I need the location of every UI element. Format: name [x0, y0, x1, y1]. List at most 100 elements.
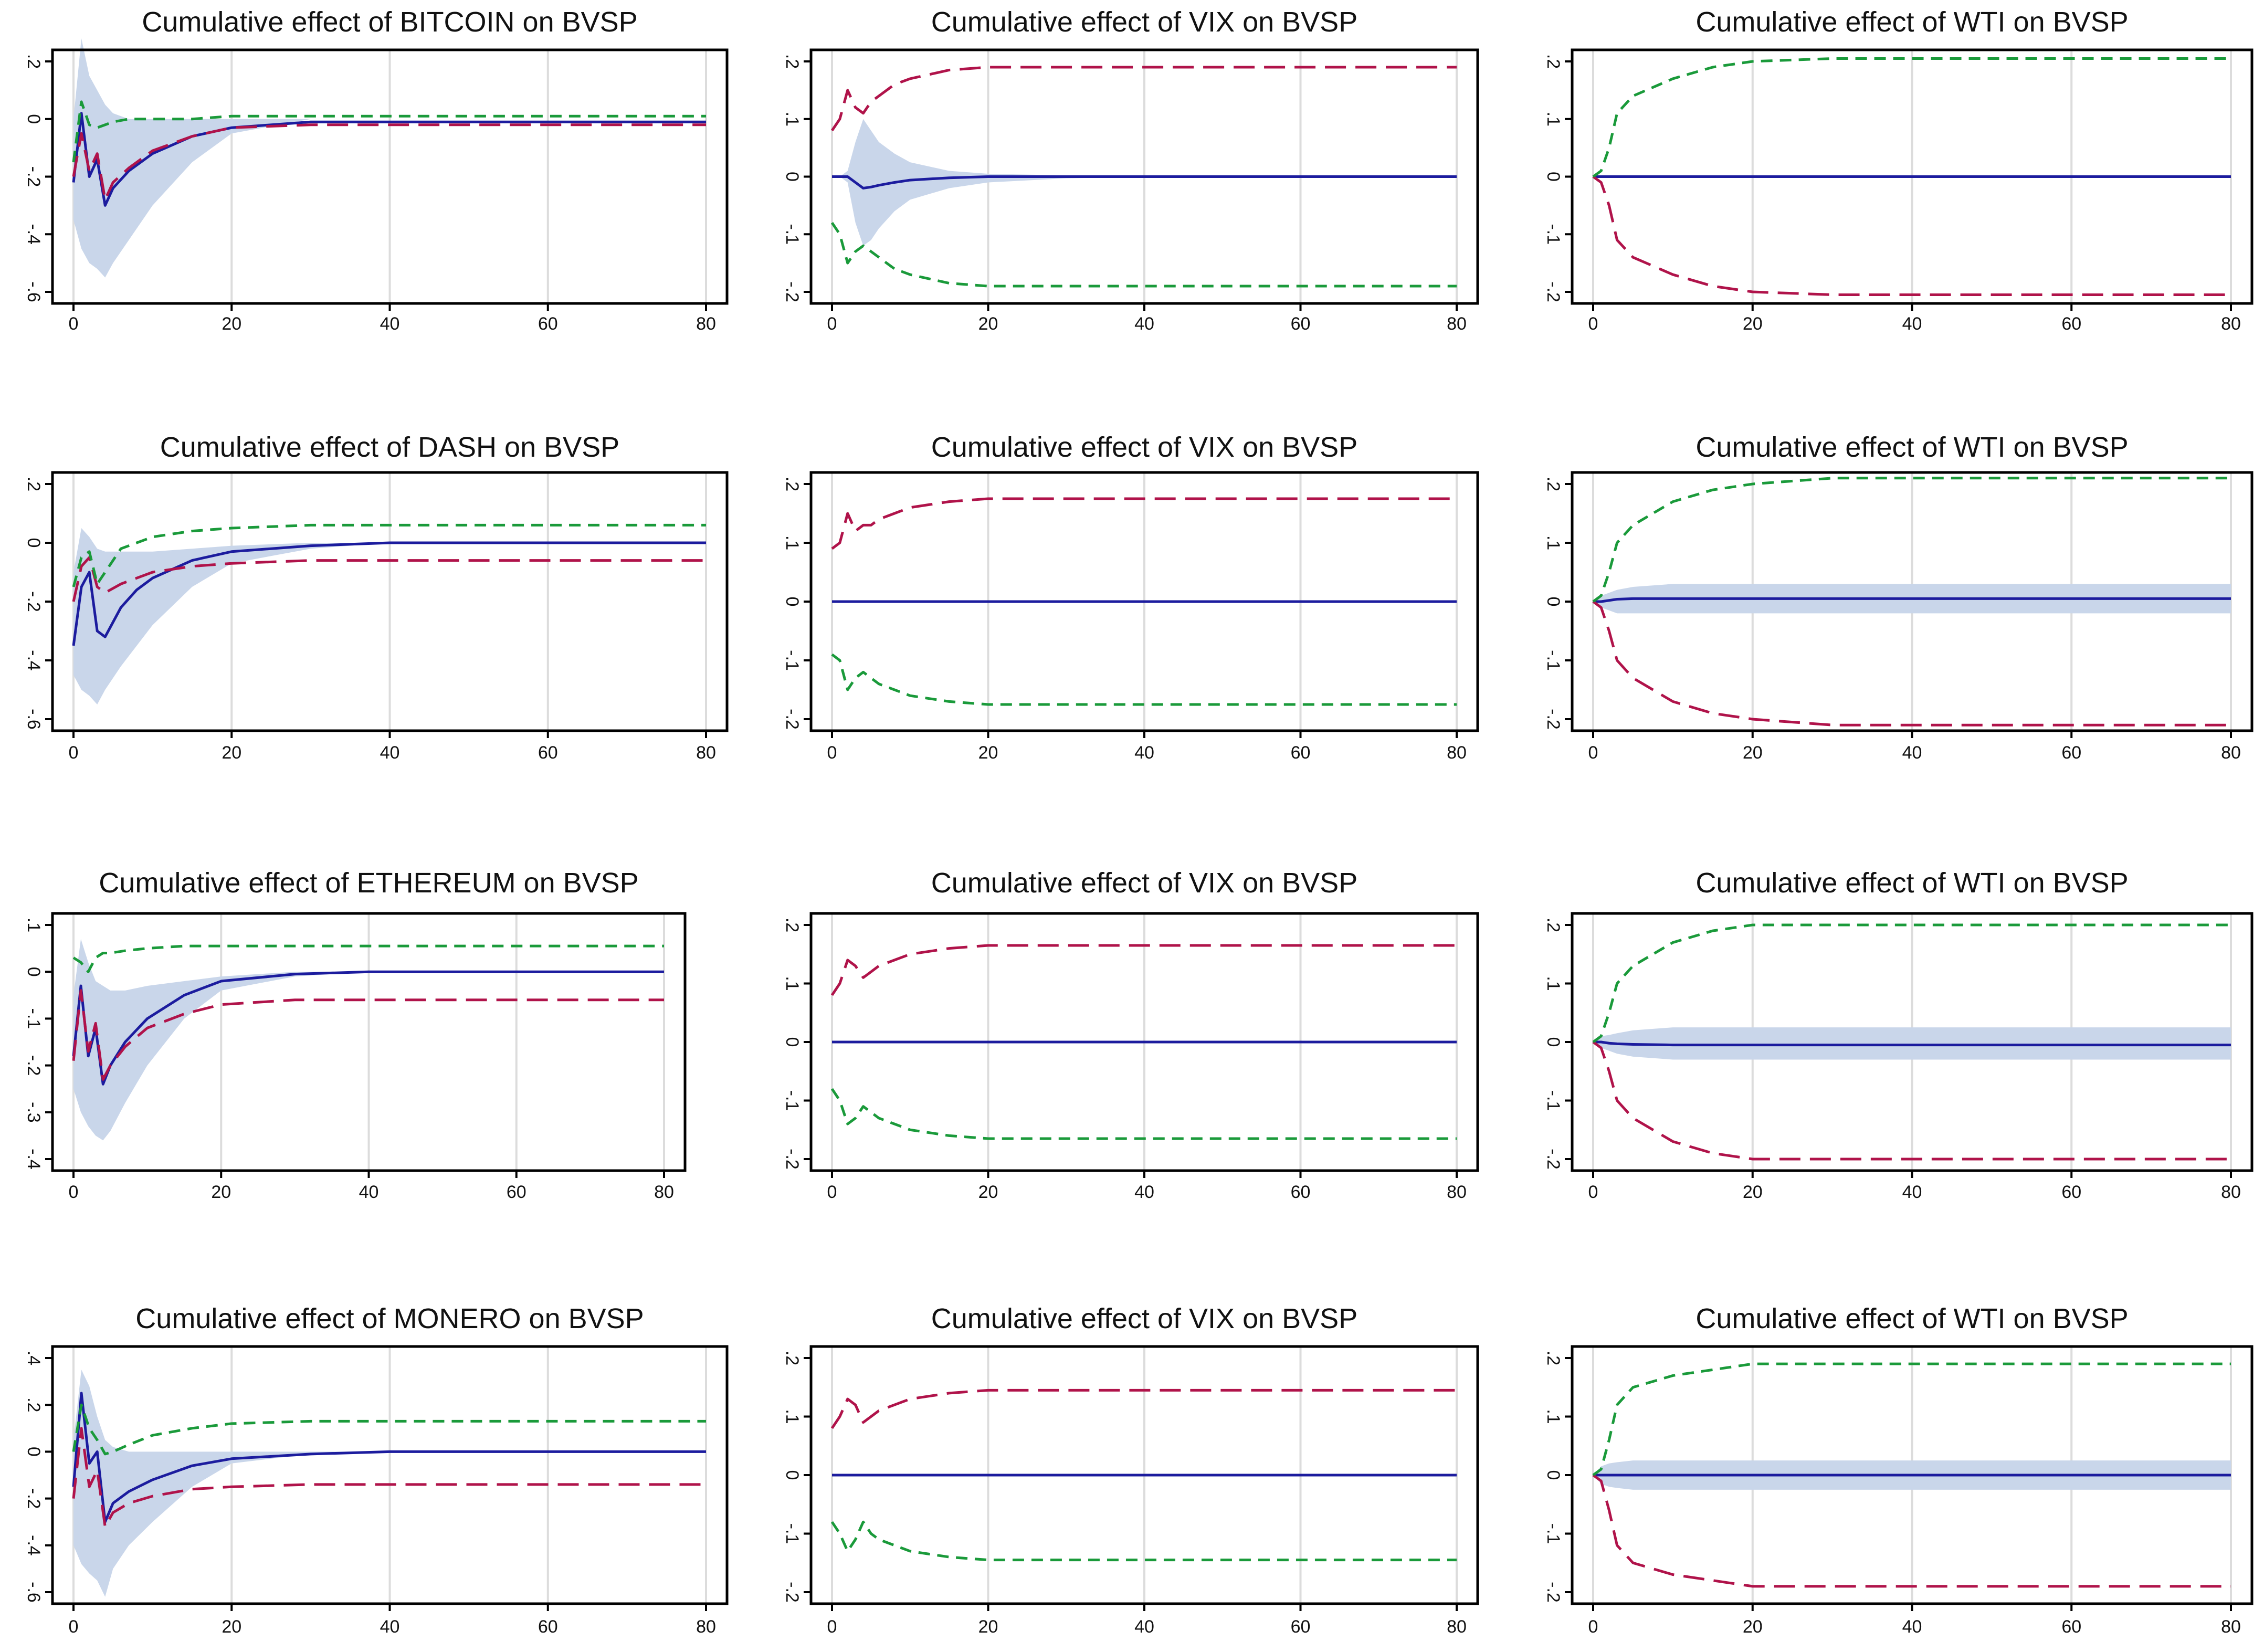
- y-tick-label: .2: [782, 1351, 802, 1365]
- y-tick-label: 0: [24, 538, 44, 548]
- y-tick-label: .1: [1543, 535, 1563, 550]
- x-tick-label: 0: [827, 1182, 837, 1202]
- x-tick-label: 80: [696, 314, 716, 334]
- series-line-green: [830, 1520, 1457, 1562]
- series-line-irf: [72, 541, 706, 646]
- x-tick-label: 0: [69, 314, 79, 334]
- y-tick-label: 0: [1543, 172, 1563, 182]
- series-line-red: [830, 944, 1457, 996]
- y-tick-label: -.3: [24, 1102, 44, 1123]
- y-tick-label: .1: [1543, 1409, 1563, 1424]
- x-tick-label: 20: [978, 1617, 998, 1637]
- series-line-green: [1592, 477, 2231, 603]
- x-tick-label: 20: [978, 743, 998, 763]
- x-tick-label: 40: [1134, 1617, 1154, 1637]
- y-tick-label: -.2: [24, 1055, 44, 1076]
- y-tick-label: -.1: [782, 1090, 802, 1111]
- y-tick-label: -.2: [24, 591, 44, 612]
- x-tick-label: 0: [69, 1617, 79, 1637]
- series-line-green: [830, 1088, 1457, 1140]
- y-tick-label: .1: [1543, 976, 1563, 991]
- series-line-red: [830, 66, 1457, 132]
- chart-panel-10: Cumulative effect of MONERO on BVSP 0 20 40…: [24, 1303, 729, 1637]
- x-tick-label: 60: [1291, 1617, 1311, 1637]
- chart-panel-6: Cumulative effect of WTI on BVSP 0 20 40 60 8…: [1543, 432, 2254, 763]
- x-tick-label: 40: [1134, 1182, 1154, 1202]
- x-tick-label: 40: [359, 1182, 379, 1202]
- y-tick-label: .2: [782, 54, 802, 69]
- x-tick-label: 40: [380, 314, 400, 334]
- chart-panel-1: Cumulative effect of BITCOIN on BVSP 0 20 4…: [24, 6, 729, 334]
- y-tick-label: 0: [782, 597, 802, 607]
- x-tick-label: 0: [827, 1617, 837, 1637]
- chart-title: Cumulative effect of BITCOIN on BVSP: [142, 6, 637, 38]
- y-tick-label: -.1: [1543, 224, 1563, 245]
- series-line-red: [72, 989, 664, 1081]
- x-tick-label: 0: [827, 743, 837, 763]
- confidence-band: [73, 939, 664, 1141]
- x-tick-label: 20: [1743, 1617, 1763, 1637]
- x-tick-label: 20: [222, 743, 241, 763]
- x-tick-label: 40: [1902, 743, 1922, 763]
- x-tick-label: 20: [1743, 1182, 1763, 1202]
- x-tick-label: 40: [1902, 1182, 1922, 1202]
- x-tick-label: 80: [2221, 743, 2241, 763]
- x-tick-label: 0: [1588, 314, 1598, 334]
- series-line-green: [72, 523, 706, 587]
- y-tick-label: -.4: [24, 224, 44, 245]
- chart-title: Cumulative effect of VIX on BVSP: [931, 1303, 1357, 1334]
- chart-title: Cumulative effect of DASH on BVSP: [160, 432, 619, 463]
- y-tick-label: .1: [24, 918, 44, 932]
- x-tick-label: 20: [1743, 743, 1763, 763]
- y-tick-label: .2: [24, 1397, 44, 1412]
- chart-title: Cumulative effect of MONERO on BVSP: [135, 1303, 644, 1334]
- y-tick-label: .2: [782, 918, 802, 932]
- y-tick-label: .2: [1543, 1351, 1563, 1365]
- y-tick-label: 0: [1543, 1037, 1563, 1047]
- y-tick-label: -.6: [24, 709, 44, 730]
- chart-panel-12: Cumulative effect of WTI on BVSP 0 20 40 60 8…: [1543, 1303, 2254, 1637]
- y-tick-label: 0: [1543, 597, 1563, 607]
- series-line-red: [72, 556, 706, 602]
- chart-panel-4: Cumulative effect of DASH on BVSP 0 20 40 60…: [24, 432, 729, 763]
- chart-panel-8: Cumulative effect of VIX on BVSP 0 20 40 60 8…: [782, 867, 1479, 1202]
- x-tick-label: 0: [1588, 743, 1598, 763]
- x-tick-label: 60: [2061, 743, 2081, 763]
- x-tick-label: 20: [222, 314, 241, 334]
- x-tick-label: 20: [1743, 314, 1763, 334]
- y-tick-label: -.2: [1543, 1582, 1563, 1603]
- x-tick-label: 0: [827, 314, 837, 334]
- y-tick-label: .1: [782, 112, 802, 127]
- y-tick-label: -.2: [1543, 281, 1563, 302]
- y-tick-label: .4: [24, 1351, 44, 1365]
- series-line-red: [1592, 1040, 2231, 1161]
- chart-panel-9: Cumulative effect of WTI on BVSP 0 20 40 60 8…: [1543, 867, 2254, 1202]
- y-tick-label: -.4: [24, 1149, 44, 1170]
- chart-title: Cumulative effect of WTI on BVSP: [1696, 6, 2128, 38]
- chart-title: Cumulative effect of WTI on BVSP: [1696, 1303, 2128, 1334]
- series-line-green: [72, 100, 706, 163]
- x-tick-label: 40: [380, 1617, 400, 1637]
- y-tick-label: .1: [1543, 112, 1563, 127]
- y-tick-label: -.2: [782, 281, 802, 302]
- y-tick-label: -.6: [24, 281, 44, 302]
- y-tick-label: .1: [782, 535, 802, 550]
- series-line-green: [1592, 923, 2231, 1044]
- series-line-irf: [832, 175, 1457, 190]
- y-tick-label: -.1: [1543, 650, 1563, 671]
- series-line-red: [1592, 175, 2231, 296]
- y-tick-label: -.2: [1543, 1149, 1563, 1170]
- x-tick-label: 80: [1447, 743, 1467, 763]
- y-tick-label: .2: [1543, 477, 1563, 491]
- x-tick-label: 40: [380, 743, 400, 763]
- y-tick-label: 0: [24, 1447, 44, 1457]
- x-tick-label: 60: [1291, 1182, 1311, 1202]
- x-tick-label: 80: [2221, 314, 2241, 334]
- x-tick-label: 60: [1291, 743, 1311, 763]
- x-tick-label: 40: [1902, 1617, 1922, 1637]
- y-tick-label: 0: [782, 172, 802, 182]
- y-tick-label: -.1: [1543, 1090, 1563, 1111]
- x-tick-label: 20: [211, 1182, 231, 1202]
